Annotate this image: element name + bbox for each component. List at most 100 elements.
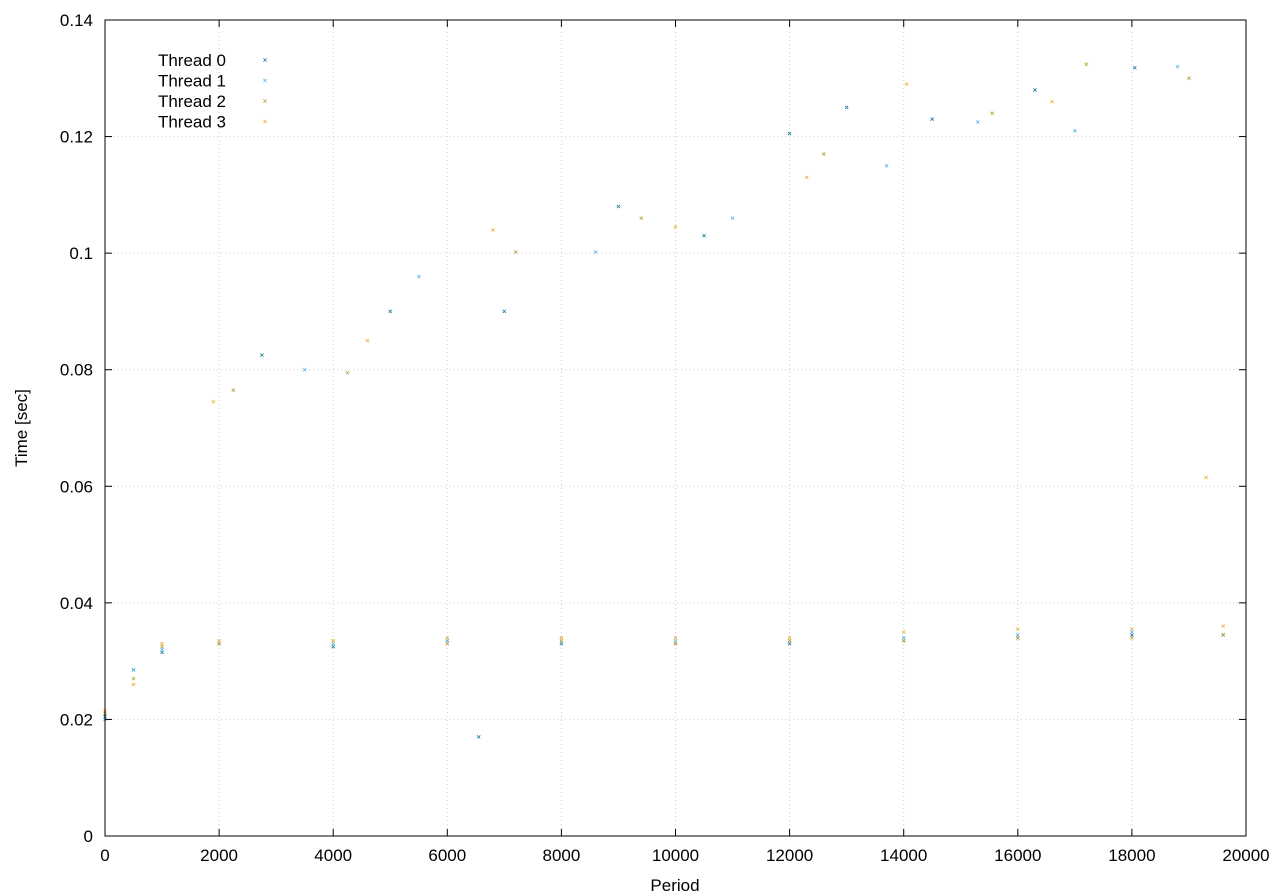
data-point — [260, 353, 264, 358]
legend-marker — [263, 119, 267, 124]
data-point — [1015, 627, 1020, 631]
x-tick-label: 16000 — [994, 846, 1041, 865]
data-point — [365, 338, 370, 343]
data-point — [559, 638, 564, 643]
series-thread-0 — [103, 65, 1226, 739]
series-thread-2 — [103, 62, 1226, 716]
data-point — [231, 388, 236, 392]
data-point — [1033, 88, 1037, 92]
data-point — [331, 638, 336, 643]
data-point — [1084, 62, 1089, 67]
data-point — [1132, 65, 1137, 70]
legend-marker — [263, 78, 267, 83]
data-point — [673, 635, 678, 640]
data-point — [901, 638, 906, 643]
y-tick-label: 0.04 — [60, 594, 93, 613]
data-point — [787, 635, 792, 640]
data-point — [131, 668, 136, 672]
data-point — [844, 105, 849, 110]
data-point — [1130, 635, 1134, 640]
y-tick-label: 0.02 — [60, 710, 93, 729]
data-point — [160, 644, 164, 649]
data-point — [1130, 627, 1134, 631]
data-point — [804, 175, 809, 180]
legend-marker — [263, 58, 267, 62]
data-point — [445, 635, 450, 640]
data-point — [131, 676, 136, 681]
y-tick-label: 0.06 — [60, 477, 93, 496]
data-point — [217, 641, 221, 646]
data-point — [787, 131, 792, 136]
data-point — [1015, 633, 1020, 637]
data-point — [730, 216, 735, 221]
data-point — [388, 309, 393, 314]
legend-label: Thread 2 — [158, 92, 226, 111]
y-tick-labels: 0 0.02 0.04 0.06 0.08 0.1 0.12 0.14 — [60, 11, 93, 846]
data-point — [160, 641, 164, 646]
data-point — [821, 152, 826, 156]
data-point — [416, 274, 421, 279]
data-point — [1050, 99, 1054, 104]
data-point — [302, 367, 307, 372]
data-point — [673, 638, 678, 643]
x-tick-label: 14000 — [880, 846, 927, 865]
y-tick-label: 0.14 — [60, 11, 93, 30]
data-point — [593, 250, 598, 254]
y-tick-label: 0.12 — [60, 128, 93, 147]
legend-label: Thread 3 — [158, 113, 226, 132]
data-point — [904, 82, 909, 86]
series-thread-3 — [103, 82, 1226, 713]
data-point — [445, 641, 450, 646]
data-point — [1175, 64, 1180, 69]
data-point — [673, 641, 678, 646]
x-tick-labels: 0 2000 4000 6000 8000 10000 12000 14000 16000 180… — [100, 846, 1269, 865]
data-point — [1187, 76, 1191, 81]
x-tick-label: 10000 — [652, 846, 699, 865]
x-tick-label: 0 — [100, 846, 109, 865]
x-tick-label: 20000 — [1222, 846, 1269, 865]
data-point — [217, 638, 221, 643]
x-tick-label: 8000 — [542, 846, 580, 865]
data-point — [975, 120, 980, 124]
data-point — [1204, 475, 1208, 480]
data-point — [990, 111, 995, 116]
series-thread-1 — [103, 64, 1226, 722]
data-point — [901, 630, 906, 634]
legend-label: Thread 1 — [158, 72, 226, 91]
data-point — [1072, 128, 1077, 133]
x-tick-label: 6000 — [428, 846, 466, 865]
x-axis-title: Period — [650, 876, 699, 895]
data-point — [476, 735, 481, 739]
data-point — [639, 216, 644, 221]
data-point — [445, 638, 450, 643]
data-point — [331, 644, 336, 649]
x-tick-label: 18000 — [1108, 846, 1155, 865]
data-point — [513, 250, 518, 254]
data-point — [345, 370, 350, 375]
data-point — [673, 225, 678, 229]
y-axis-title: Time [sec] — [12, 389, 31, 467]
data-point — [1130, 630, 1134, 634]
data-point — [491, 227, 495, 232]
x-tick-label: 4000 — [314, 846, 352, 865]
data-point — [930, 117, 935, 121]
axis-ticks — [104, 19, 1247, 837]
data-point — [1221, 624, 1226, 629]
x-tick-label: 12000 — [766, 846, 813, 865]
data-point — [787, 641, 792, 646]
data-points — [103, 62, 1226, 739]
y-tick-label: 0.1 — [69, 244, 93, 263]
y-tick-label: 0 — [84, 827, 93, 846]
grid — [105, 20, 1246, 836]
legend-marker — [263, 99, 267, 103]
data-point — [160, 650, 164, 655]
data-point — [787, 638, 792, 643]
data-point — [160, 647, 164, 652]
data-point — [901, 635, 906, 640]
legend-label: Thread 0 — [158, 51, 226, 70]
y-tick-label: 0.08 — [60, 361, 93, 380]
data-point — [131, 682, 136, 687]
data-point — [559, 641, 564, 646]
